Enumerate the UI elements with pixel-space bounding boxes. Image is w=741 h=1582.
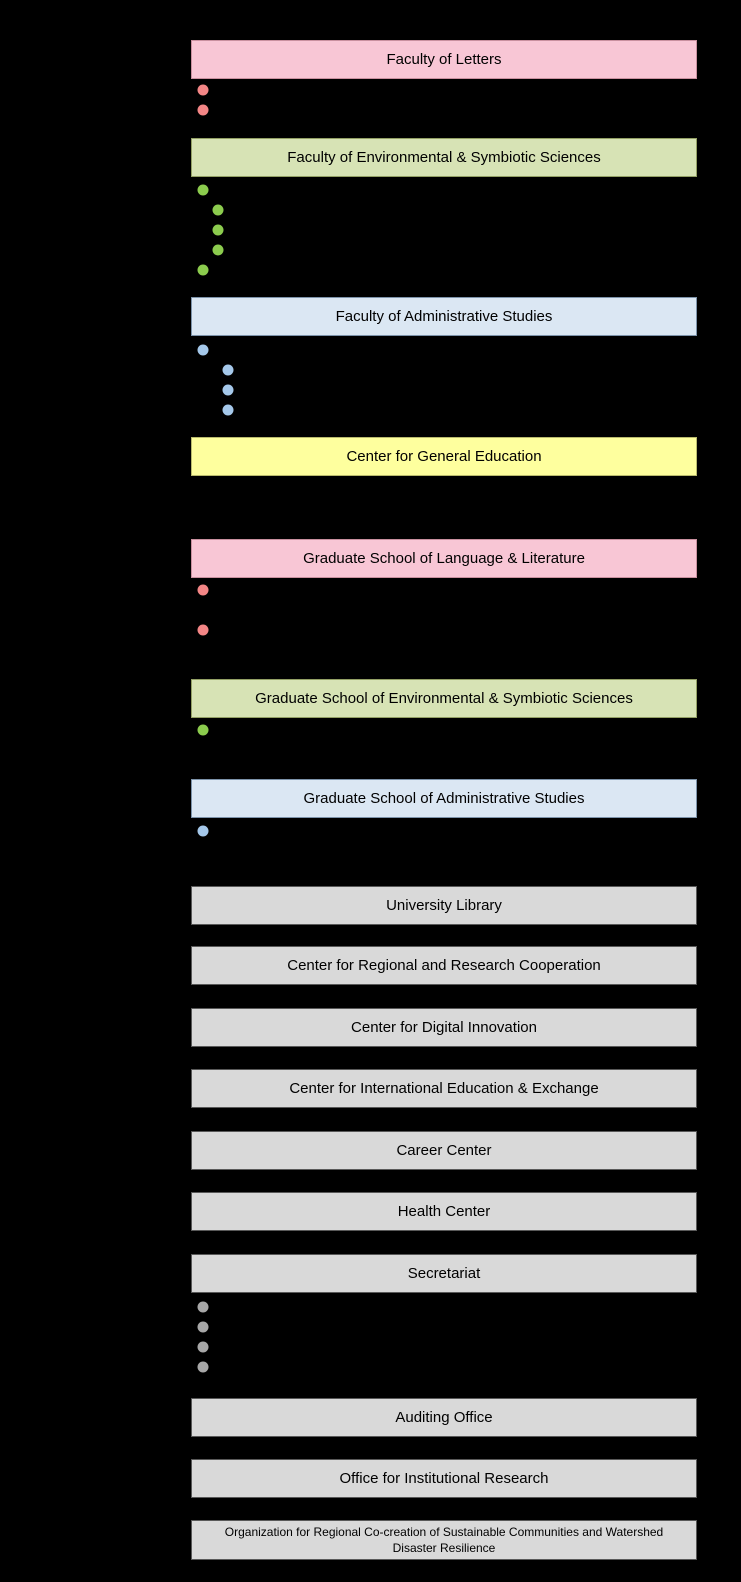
banner-label-faculty-administrative-studies: Faculty of Administrative Studies <box>335 307 553 325</box>
bullet-dot-grad-language-item-2 <box>197 624 209 636</box>
banner-center-digital-innovation: Center for Digital Innovation <box>191 1008 697 1047</box>
banner-grad-school-administrative-studies: Graduate School of Administrative Studie… <box>191 779 697 818</box>
banner-grad-school-language-literature: Graduate School of Language & Literature <box>191 539 697 578</box>
banner-auditing-office: Auditing Office <box>191 1398 697 1437</box>
banner-center-international-education: Center for International Education & Exc… <box>191 1069 697 1108</box>
bullet-dot-faculty-env-subitem-1 <box>212 204 224 216</box>
banner-health-center: Health Center <box>191 1192 697 1231</box>
banner-secretariat: Secretariat <box>191 1254 697 1293</box>
banner-label-faculty-of-letters: Faculty of Letters <box>386 50 502 68</box>
banner-faculty-environmental-symbiotic: Faculty of Environmental & Symbiotic Sci… <box>191 138 697 177</box>
bullet-dot-grad-language-item-1 <box>197 584 209 596</box>
banner-career-center: Career Center <box>191 1131 697 1170</box>
banner-label-grad-school-administrative-studies: Graduate School of Administrative Studie… <box>303 789 585 807</box>
banner-office-institutional-research: Office for Institutional Research <box>191 1459 697 1498</box>
bullet-dot-secretariat-item-4 <box>197 1361 209 1373</box>
banner-faculty-administrative-studies: Faculty of Administrative Studies <box>191 297 697 336</box>
bullet-dot-grad-admin-item-1 <box>197 825 209 837</box>
banner-center-general-education: Center for General Education <box>191 437 697 476</box>
banner-center-regional-research-cooperation: Center for Regional and Research Coopera… <box>191 946 697 985</box>
banner-label-center-digital-innovation: Center for Digital Innovation <box>351 1018 537 1036</box>
bullet-dot-faculty-env-item-2 <box>197 264 209 276</box>
banner-label-organization-regional-cocreation: Organization for Regional Co-creation of… <box>224 1524 664 1555</box>
banner-label-career-center: Career Center <box>396 1141 492 1159</box>
bullet-dot-faculty-letters-item-2 <box>197 104 209 116</box>
bullet-dot-secretariat-item-2 <box>197 1321 209 1333</box>
banner-label-center-regional-research-cooperation: Center for Regional and Research Coopera… <box>287 956 601 974</box>
banner-label-grad-school-environmental-symbiotic: Graduate School of Environmental & Symbi… <box>255 689 633 707</box>
banner-label-auditing-office: Auditing Office <box>395 1408 493 1426</box>
banner-label-office-institutional-research: Office for Institutional Research <box>339 1469 549 1487</box>
bullet-dot-faculty-env-subitem-3 <box>212 244 224 256</box>
bullet-dot-faculty-env-subitem-2 <box>212 224 224 236</box>
bullet-dot-faculty-admin-subitem-3 <box>222 404 234 416</box>
bullet-dot-faculty-env-item-1 <box>197 184 209 196</box>
banner-label-center-international-education: Center for International Education & Exc… <box>289 1079 599 1097</box>
banner-label-secretariat: Secretariat <box>407 1264 481 1282</box>
banner-label-center-general-education: Center for General Education <box>346 447 542 465</box>
banner-grad-school-environmental-symbiotic: Graduate School of Environmental & Symbi… <box>191 679 697 718</box>
banner-label-university-library: University Library <box>386 896 502 914</box>
banner-organization-regional-cocreation: Organization for Regional Co-creation of… <box>191 1520 697 1560</box>
bullet-dot-faculty-admin-item-1 <box>197 344 209 356</box>
banner-faculty-of-letters: Faculty of Letters <box>191 40 697 79</box>
bullet-dot-grad-env-item-1 <box>197 724 209 736</box>
bullet-dot-secretariat-item-3 <box>197 1341 209 1353</box>
banner-university-library: University Library <box>191 886 697 925</box>
banner-label-faculty-environmental-symbiotic: Faculty of Environmental & Symbiotic Sci… <box>287 148 601 166</box>
bullet-dot-faculty-letters-item-1 <box>197 84 209 96</box>
banner-label-health-center: Health Center <box>397 1202 491 1220</box>
bullet-dot-faculty-admin-subitem-2 <box>222 384 234 396</box>
bullet-dot-faculty-admin-subitem-1 <box>222 364 234 376</box>
bullet-dot-secretariat-item-1 <box>197 1301 209 1313</box>
banner-label-grad-school-language-literature: Graduate School of Language & Literature <box>303 549 585 567</box>
